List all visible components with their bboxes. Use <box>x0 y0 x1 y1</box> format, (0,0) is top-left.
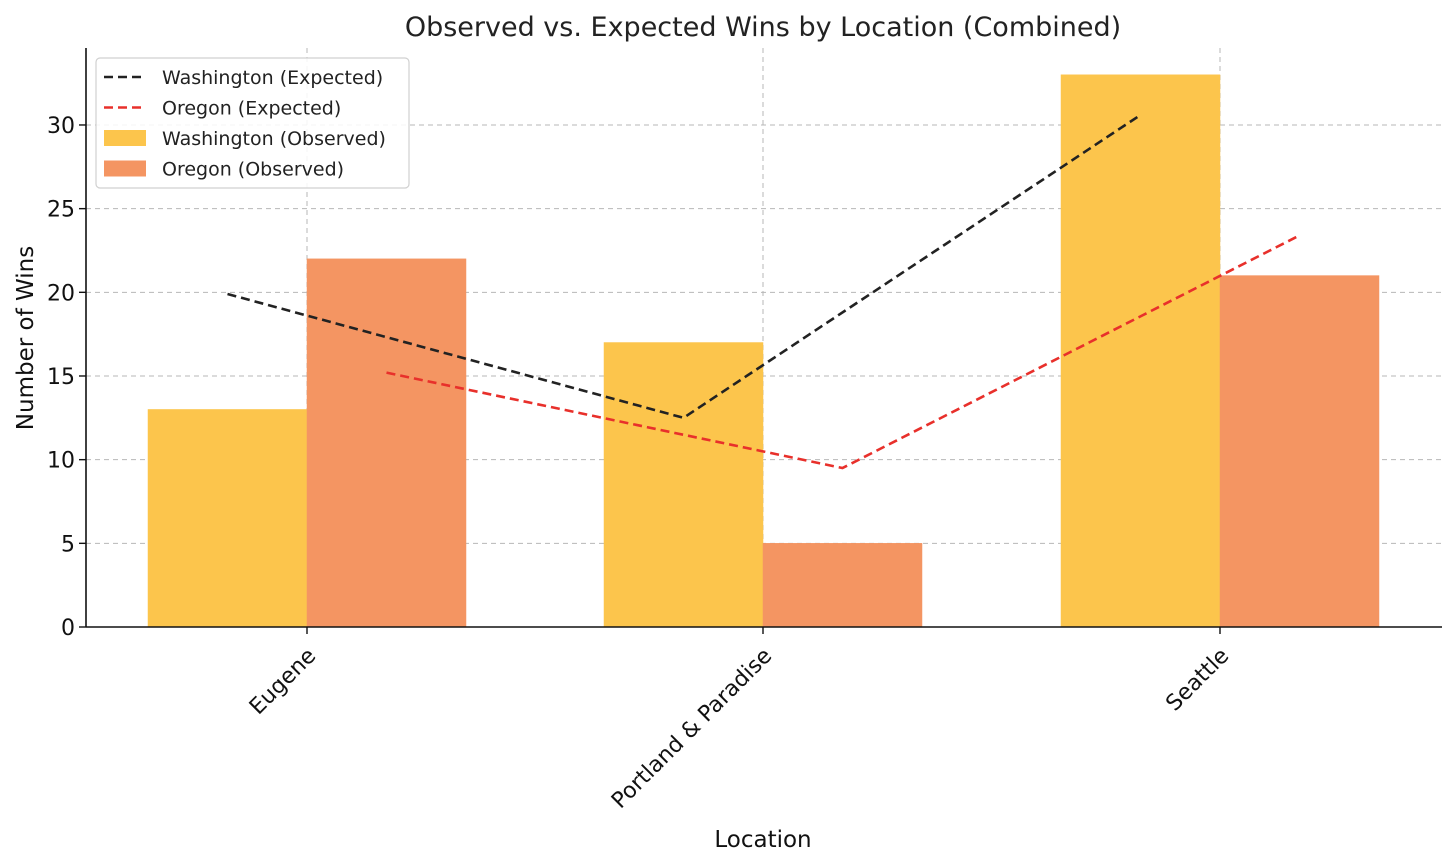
bars <box>147 74 1380 628</box>
bar-washington-observed <box>1060 74 1221 628</box>
y-tick-label: 25 <box>47 198 75 223</box>
bar-oregon-observed <box>762 543 923 628</box>
x-ticks: Eugene Portland & Paradise Seattle <box>245 627 1234 814</box>
y-tick-label: 10 <box>47 449 75 474</box>
legend-label: Oregon (Expected) <box>162 98 341 120</box>
bar-washington-observed <box>603 342 764 628</box>
line-washington-expected <box>227 113 1142 420</box>
y-tick-label: 15 <box>47 365 75 390</box>
legend: Washington (Expected) Oregon (Expected) Wa… <box>95 57 410 189</box>
y-axis-label: Number of Wins <box>13 246 39 430</box>
y-tick-label: 30 <box>47 114 75 139</box>
legend-label: Washington (Expected) <box>162 67 383 89</box>
legend-swatch <box>104 160 146 177</box>
bar-oregon-observed <box>306 258 467 628</box>
y-ticks: 0 5 10 15 20 25 30 <box>47 114 86 641</box>
expected-lines <box>227 113 1301 470</box>
x-tick-label: Eugene <box>245 644 321 720</box>
legend-label: Washington (Observed) <box>162 128 386 150</box>
legend-label: Oregon (Observed) <box>162 159 344 181</box>
legend-box <box>95 57 410 189</box>
x-tick-label: Portland & Paradise <box>607 644 777 814</box>
line-oregon-expected <box>386 234 1301 470</box>
bar-oregon-observed <box>1219 275 1380 628</box>
chart-title: Observed vs. Expected Wins by Location (… <box>405 12 1121 43</box>
legend-swatch <box>104 130 146 146</box>
y-tick-label: 0 <box>61 616 75 641</box>
y-tick-label: 5 <box>61 532 75 557</box>
y-tick-label: 20 <box>47 281 75 306</box>
x-axis-label: Location <box>714 827 811 853</box>
x-tick-label: Seattle <box>1161 644 1234 717</box>
bar-washington-observed <box>147 409 308 628</box>
axes <box>85 48 1442 628</box>
